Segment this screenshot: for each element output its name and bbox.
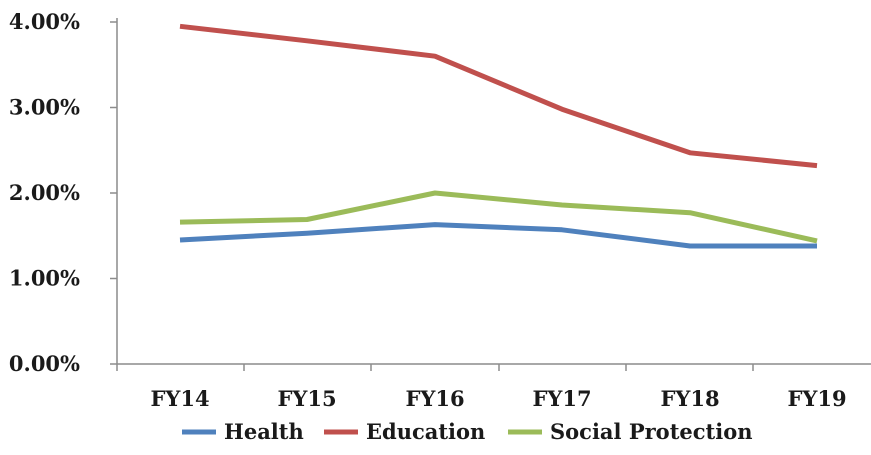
x-tick-label: FY15 [277,386,336,411]
y-tick-label: 2.00% [9,180,80,205]
x-tick-label: FY17 [532,386,591,411]
x-tick-label: FY18 [660,386,719,411]
y-tick-label: 4.00% [9,9,80,34]
x-tick-label: FY14 [150,386,209,411]
y-tick-label: 3.00% [9,95,80,120]
series-line-health [179,222,817,249]
series-line-education [179,23,818,169]
x-tick-label: FY16 [405,386,464,411]
x-tick-label: FY19 [787,386,846,411]
y-tick-label: 1.00% [9,266,80,291]
legend-label-social-protection: Social Protection [550,419,753,444]
legend-label-education: Education [366,419,485,444]
series-line-social-protection [179,190,818,244]
y-tick-label: 0.00% [9,351,80,376]
legend-label-health: Health [224,419,304,444]
